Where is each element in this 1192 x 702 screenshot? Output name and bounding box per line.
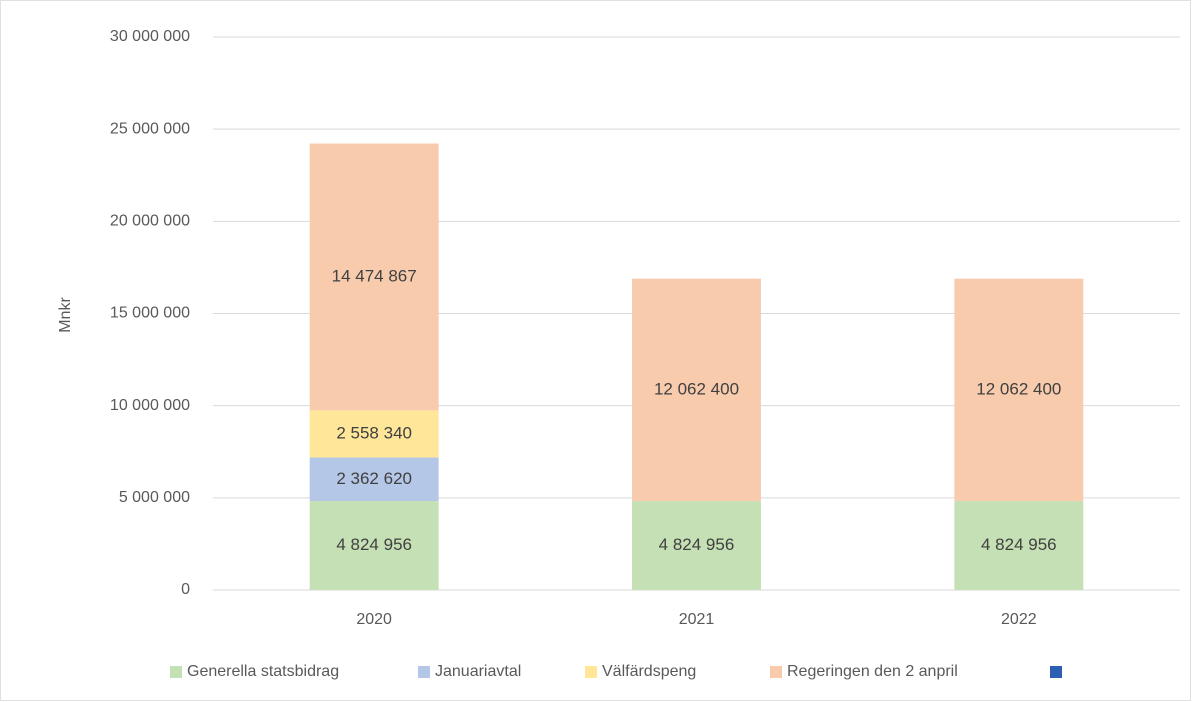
bar-segment — [309, 410, 439, 458]
bar-segment — [954, 278, 1084, 502]
data-label: 4 824 956 — [981, 535, 1057, 554]
legend-swatch — [418, 666, 430, 678]
data-label: 4 824 956 — [336, 535, 412, 554]
data-label: 4 824 956 — [659, 535, 735, 554]
y-tick-label: 10 000 000 — [110, 397, 190, 414]
y-tick-label: 5 000 000 — [119, 489, 190, 506]
legend-swatch — [770, 666, 782, 678]
bar-segment — [309, 501, 439, 590]
legend-label: Generella statsbidrag — [187, 663, 339, 680]
data-label: 12 062 400 — [654, 379, 739, 398]
y-tick-label: 30 000 000 — [110, 28, 190, 45]
y-tick-label: 20 000 000 — [110, 213, 190, 230]
data-label: 12 062 400 — [976, 379, 1061, 398]
data-label: 14 474 867 — [332, 266, 417, 285]
legend-swatch — [585, 666, 597, 678]
x-tick-label: 2021 — [679, 611, 715, 628]
bar-segment — [309, 143, 439, 411]
legend-label: Välfärdspeng — [602, 663, 696, 680]
y-axis-label: Mnkr — [57, 297, 74, 333]
bar-segment — [632, 278, 761, 502]
data-label: 2 362 620 — [336, 469, 412, 488]
y-tick-label: 15 000 000 — [110, 305, 190, 322]
bar-segment — [309, 457, 439, 502]
y-tick-label: 25 000 000 — [110, 120, 190, 137]
legend-swatch — [170, 666, 182, 678]
y-tick-label: 0 — [181, 581, 190, 598]
bar-segment — [632, 501, 761, 590]
legend-label: Januariavtal — [435, 663, 521, 680]
legend-swatch — [1050, 666, 1062, 678]
legend-label: Regeringen den 2 anpril — [787, 663, 958, 680]
bar-segment — [954, 501, 1084, 590]
data-label: 2 558 340 — [336, 423, 412, 442]
x-tick-label: 2020 — [356, 611, 392, 628]
x-tick-label: 2022 — [1001, 611, 1037, 628]
